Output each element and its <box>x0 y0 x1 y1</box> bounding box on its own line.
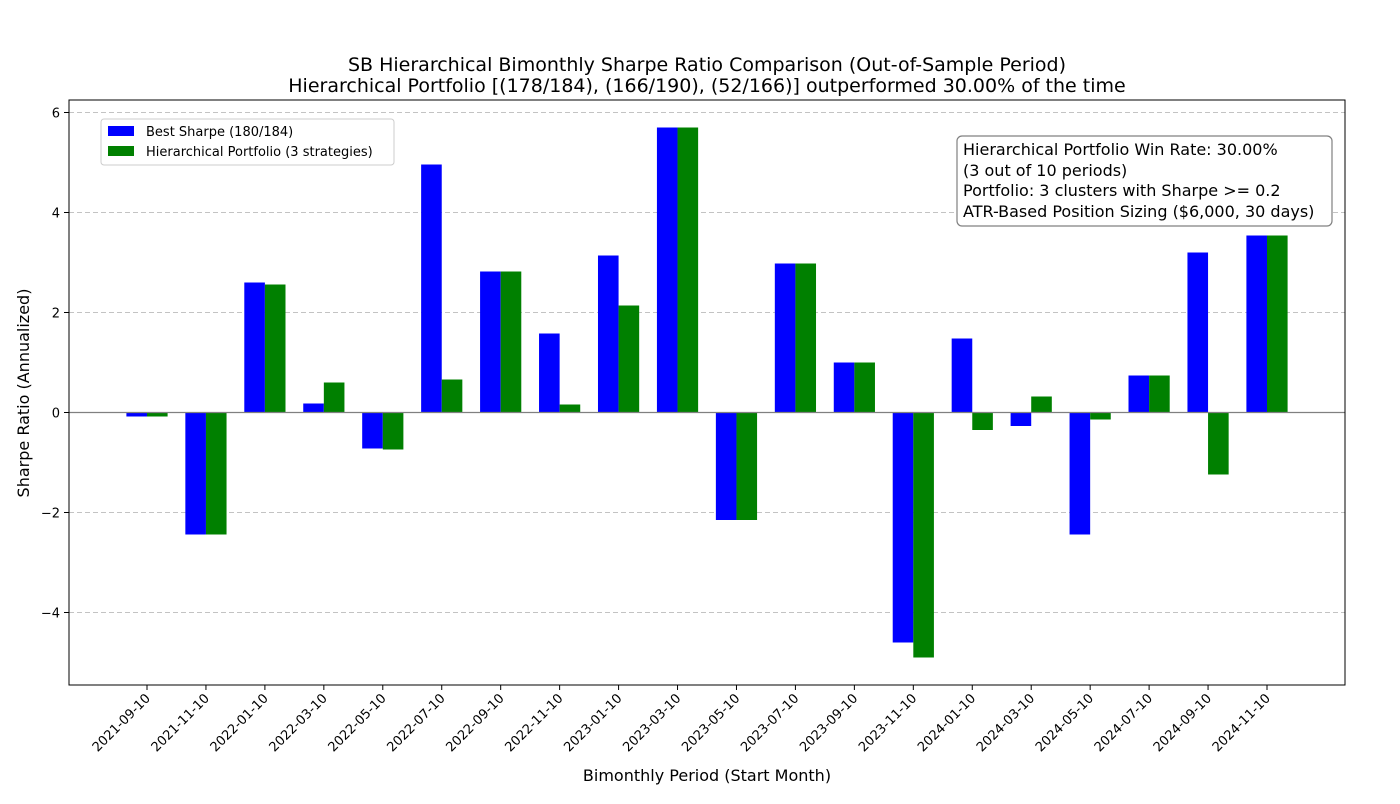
bar-best-sharpe <box>951 338 973 413</box>
bar-hierarchical-portfolio <box>795 263 817 413</box>
annotation-box-frame <box>956 135 1333 227</box>
bar-best-sharpe <box>656 127 678 413</box>
legend-label-best-sharpe: Best Sharpe (180/184) <box>146 125 293 140</box>
bar-hierarchical-portfolio <box>559 404 581 413</box>
bar-best-sharpe <box>1128 375 1150 413</box>
bar-hierarchical-portfolio <box>1267 235 1288 413</box>
annotation-line-4: ATR-Based Position Sizing ($6,000, 30 da… <box>963 202 1314 221</box>
annotation-line-2: (3 out of 10 periods) <box>963 161 1127 180</box>
y-tick-label: 2 <box>52 307 60 322</box>
y-tick-label: 4 <box>52 207 60 222</box>
bar-best-sharpe <box>1246 235 1267 413</box>
y-tick-label: 6 <box>52 107 60 122</box>
legend: Best Sharpe (180/184) Hierarchical Portf… <box>100 118 395 166</box>
bar-best-sharpe <box>715 412 737 520</box>
legend-box <box>100 118 395 166</box>
bar-hierarchical-portfolio <box>264 284 286 413</box>
legend-swatch-hierarchical-portfolio <box>108 146 134 156</box>
bar-hierarchical-portfolio <box>205 412 227 535</box>
plot-area-frame <box>68 99 1346 686</box>
bar-best-sharpe <box>1010 412 1032 426</box>
bars <box>126 127 1288 658</box>
bar-best-sharpe <box>1069 412 1091 535</box>
bar-best-sharpe <box>833 362 855 413</box>
bar-best-sharpe <box>185 412 206 535</box>
bar-hierarchical-portfolio <box>972 412 993 430</box>
bar-hierarchical-portfolio <box>1090 412 1111 420</box>
bar-hierarchical-portfolio <box>441 379 463 413</box>
y-tick-label: −4 <box>41 607 60 622</box>
bar-best-sharpe <box>774 263 796 413</box>
bar-best-sharpe <box>421 164 442 413</box>
bar-hierarchical-portfolio <box>1208 412 1229 475</box>
bar-hierarchical-portfolio <box>147 412 168 417</box>
bar-hierarchical-portfolio <box>1149 375 1170 413</box>
bar-best-sharpe <box>362 412 383 449</box>
bar-hierarchical-portfolio <box>913 412 934 658</box>
bar-hierarchical-portfolio <box>618 305 640 413</box>
y-axis: −4 −2 0 2 4 6 <box>41 107 69 622</box>
chart-subtitle: Hierarchical Portfolio [(178/184), (166/… <box>288 75 1125 97</box>
chart-title: SB Hierarchical Bimonthly Sharpe Ratio C… <box>348 54 1066 76</box>
y-axis-label: Sharpe Ratio (Annualized) <box>14 289 33 498</box>
annotation-line-1: Hierarchical Portfolio Win Rate: 30.00% <box>963 140 1278 159</box>
bar-best-sharpe <box>480 271 501 413</box>
annotation-line-3: Portfolio: 3 clusters with Sharpe >= 0.2 <box>963 181 1281 200</box>
annotation-box: Hierarchical Portfolio Win Rate: 30.00% … <box>956 135 1333 227</box>
x-axis-label: Bimonthly Period (Start Month) <box>583 766 831 785</box>
bar-best-sharpe <box>303 403 324 413</box>
bar-best-sharpe <box>892 412 914 643</box>
bar-best-sharpe <box>126 412 147 417</box>
y-tick-label: −2 <box>41 507 60 522</box>
bar-hierarchical-portfolio <box>736 412 758 520</box>
legend-label-hierarchical-portfolio: Hierarchical Portfolio (3 strategies) <box>146 145 373 160</box>
bar-best-sharpe <box>1187 252 1209 413</box>
bar-hierarchical-portfolio <box>1031 396 1052 413</box>
legend-swatch-best-sharpe <box>108 126 134 136</box>
bar-hierarchical-portfolio <box>323 382 345 413</box>
bar-best-sharpe <box>244 282 265 413</box>
bar-hierarchical-portfolio <box>500 271 522 413</box>
bar-best-sharpe <box>539 333 560 413</box>
bar-hierarchical-portfolio <box>854 362 875 413</box>
y-tick-label: 0 <box>52 407 60 422</box>
bar-hierarchical-portfolio <box>677 127 699 413</box>
bar-hierarchical-portfolio <box>382 412 404 450</box>
bar-best-sharpe <box>597 255 619 413</box>
